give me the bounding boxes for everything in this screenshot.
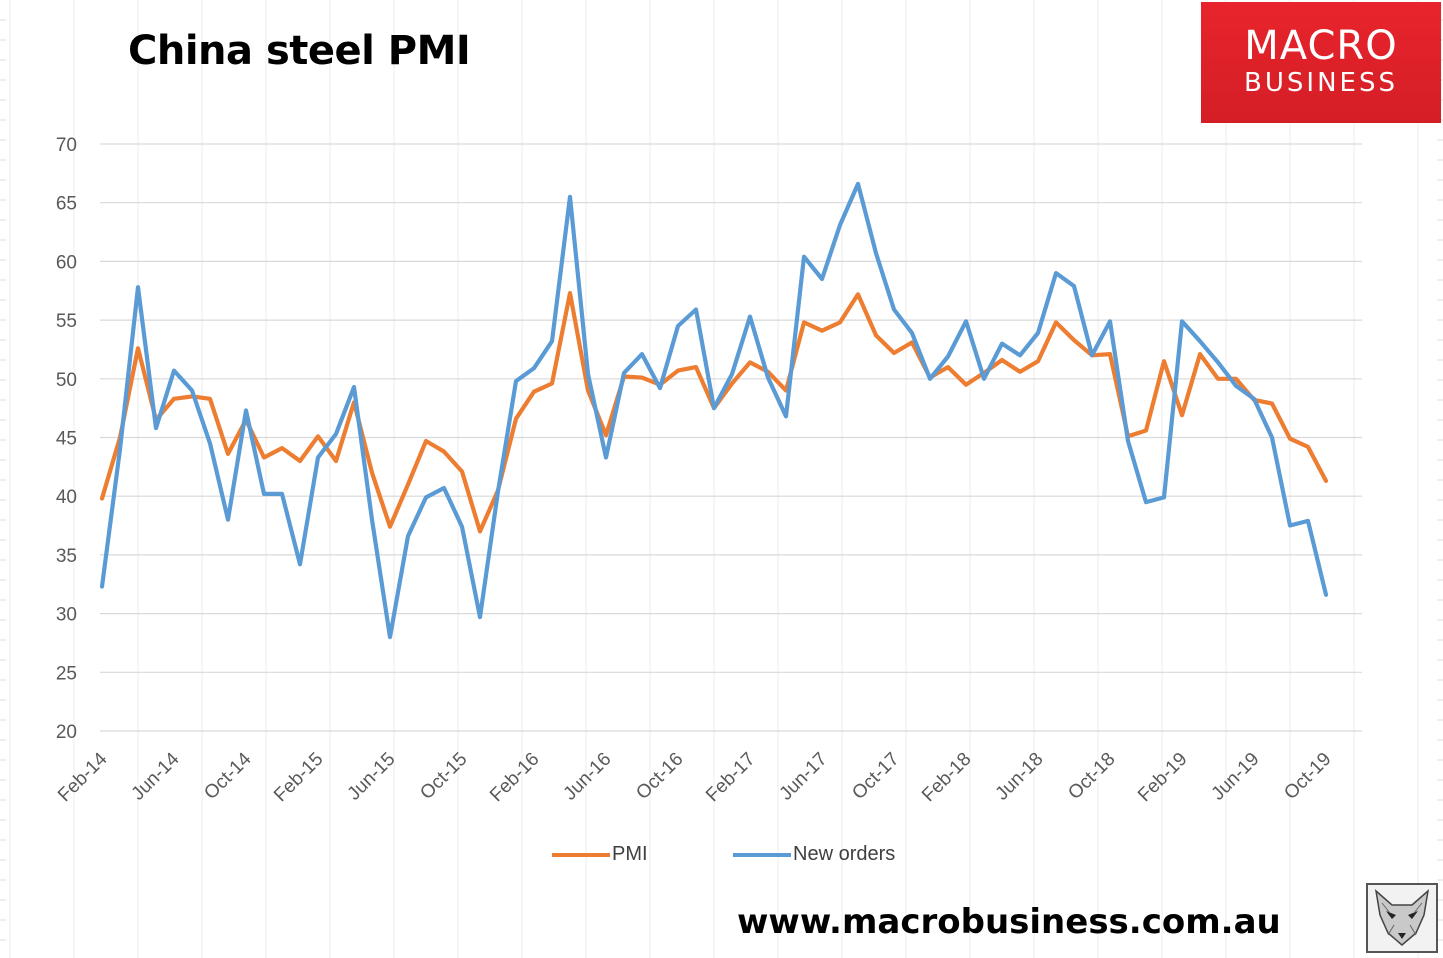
x-tick-label: Feb-17	[702, 749, 759, 806]
y-tick-label: 30	[56, 605, 77, 626]
y-tick-label: 25	[56, 663, 77, 684]
legend-swatch-new-orders	[733, 852, 791, 857]
legend-item-pmi: PMI	[552, 843, 648, 866]
x-tick-label: Oct-18	[1064, 749, 1119, 804]
x-tick-label: Oct-14	[200, 748, 255, 803]
legend-swatch-pmi	[552, 852, 610, 857]
logo-line1: MACRO	[1244, 23, 1398, 69]
x-tick-label: Feb-19	[1134, 749, 1191, 806]
x-tick-label: Jun-16	[560, 749, 616, 805]
legend-label-new-orders: New orders	[793, 843, 896, 865]
y-tick-label: 60	[56, 252, 77, 273]
legend-label-pmi: PMI	[612, 843, 648, 865]
fox-logo-icon	[1366, 883, 1438, 953]
logo-line2: BUSINESS	[1244, 68, 1398, 98]
y-tick-label: 40	[56, 487, 77, 508]
x-tick-label: Feb-15	[270, 749, 327, 806]
x-tick-label: Jun-15	[344, 749, 400, 805]
chart-title: China steel PMI	[128, 28, 471, 74]
x-tick-label: Oct-17	[848, 749, 903, 804]
footer-url: www.macrobusiness.com.au	[737, 902, 1281, 942]
y-tick-label: 50	[56, 370, 77, 391]
x-tick-label: Oct-16	[632, 749, 687, 804]
x-tick-label: Feb-14	[54, 748, 112, 806]
y-tick-label: 55	[56, 311, 77, 332]
x-tick-label: Jun-19	[1208, 749, 1264, 805]
y-tick-label: 20	[56, 722, 77, 743]
x-tick-label: Oct-19	[1280, 749, 1335, 804]
y-tick-label: 45	[56, 429, 77, 450]
x-tick-label: Oct-15	[416, 749, 471, 804]
legend-item-new-orders: New orders	[733, 843, 895, 866]
series-line-new-orders	[99, 181, 1329, 640]
x-tick-label: Feb-18	[918, 749, 975, 806]
y-tick-label: 35	[56, 546, 77, 567]
x-tick-label: Jun-17	[776, 749, 832, 805]
x-tick-label: Jun-14	[128, 748, 184, 804]
x-tick-label: Feb-16	[486, 749, 543, 806]
x-tick-label: Jun-18	[992, 749, 1048, 805]
y-tick-label: 65	[56, 194, 77, 215]
y-tick-label: 70	[56, 135, 77, 156]
macrobusiness-logo: MACRO BUSINESS	[1201, 2, 1441, 123]
